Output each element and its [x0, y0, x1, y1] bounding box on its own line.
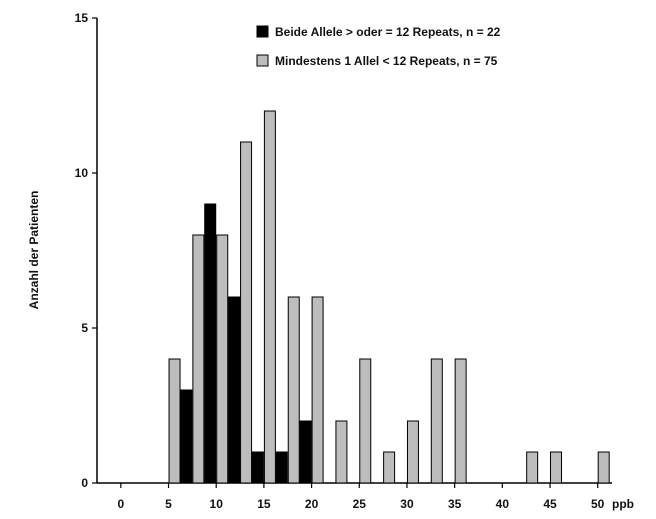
bar-series-2: [263, 110, 276, 484]
x-tick-label: 20: [305, 497, 319, 511]
y-tick-label: 5: [81, 321, 88, 335]
x-tick-label: 40: [496, 497, 510, 511]
x-tick-label: 10: [210, 497, 224, 511]
bar-series-2: [383, 451, 396, 484]
bar-series-2: [526, 451, 539, 484]
x-axis-unit-label: ppb: [612, 497, 634, 511]
bar-series-2: [192, 234, 205, 484]
bar-series-2: [168, 358, 181, 484]
bar-series-2: [454, 358, 467, 484]
legend-label-series-2: Mindestens 1 Allel < 12 Repeats, n = 75: [275, 54, 498, 68]
x-tick-label: 5: [165, 497, 172, 511]
bar-series-2: [550, 451, 563, 484]
x-tick-label: 50: [591, 497, 605, 511]
legend-label-series-1: Beide Allele > oder = 12 Repeats, n = 22: [275, 25, 501, 39]
bar-series-2: [335, 420, 348, 484]
bar-series-1: [251, 451, 264, 484]
bar-series-2: [311, 296, 324, 484]
x-tick-label: 15: [257, 497, 271, 511]
bar-series-2: [597, 451, 610, 484]
x-tick-label: 30: [400, 497, 414, 511]
y-tick-label: 0: [81, 476, 88, 490]
y-axis-title: Anzahl der Patienten: [27, 191, 41, 310]
bars: [168, 110, 610, 484]
y-axis-ticks: 0 5 10 15: [75, 11, 97, 490]
y-tick-label: 15: [75, 11, 89, 25]
bar-series-1: [299, 420, 312, 484]
x-axis-ticks: 0 5 10 15 20 25 30 35 40 45 50: [117, 483, 605, 511]
bar-series-1: [204, 203, 217, 484]
bar-series-1: [180, 389, 193, 484]
x-tick-label: 0: [117, 497, 124, 511]
legend-swatch-series-2: [256, 54, 269, 67]
x-tick-label: 35: [448, 497, 462, 511]
legend-swatch-series-1: [256, 25, 269, 38]
bar-series-1: [228, 296, 241, 484]
x-tick-label: 25: [353, 497, 367, 511]
bar-series-2: [430, 358, 443, 484]
bar-series-2: [240, 141, 253, 484]
bar-series-2: [287, 296, 300, 484]
bar-series-2: [359, 358, 372, 484]
bar-series-1: [275, 451, 288, 484]
bar-series-2: [406, 420, 419, 484]
legend: Beide Allele > oder = 12 Repeats, n = 22…: [256, 25, 501, 68]
x-tick-label: 45: [543, 497, 557, 511]
bar-series-2: [216, 234, 229, 484]
y-tick-label: 10: [75, 166, 89, 180]
